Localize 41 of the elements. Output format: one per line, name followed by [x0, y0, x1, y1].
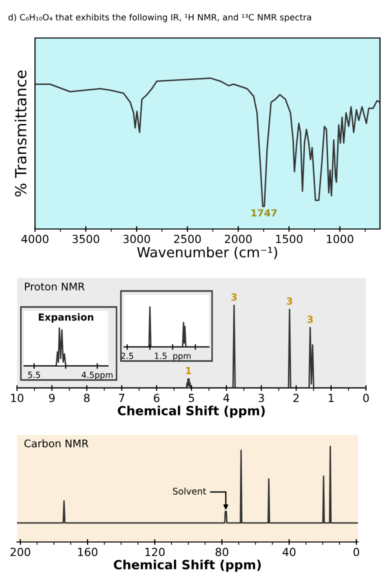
x-tick-label: 4: [223, 394, 230, 402]
x-axis-title: Chemical Shift (ppm): [118, 406, 265, 418]
x-tick-label: 200: [10, 548, 30, 556]
x-tick-label: 5.5: [28, 372, 40, 378]
x-tick-label: 0: [354, 548, 360, 556]
x-tick-label: 1500: [276, 234, 302, 244]
x-tick-label: 5: [188, 394, 194, 402]
x-tick-label: 8: [84, 394, 90, 402]
x-tick-label: 2500: [174, 234, 201, 244]
x-tick-label: 80: [216, 548, 228, 556]
annotation: 3: [231, 293, 237, 301]
y-axis-title: % Transmittance: [14, 70, 26, 196]
x-axis-title: Chemical Shift (ppm): [114, 560, 261, 572]
chart-title: Carbon NMR: [24, 439, 88, 448]
x-tick-label: 4.5ppm: [82, 372, 113, 380]
x-tick-label: 2: [293, 394, 299, 402]
x-tick-label: 2.5: [121, 352, 134, 360]
x-tick-label: 1: [328, 394, 334, 402]
x-tick-label: 3500: [72, 234, 100, 244]
annotation: 1747: [252, 209, 277, 216]
x-tick-label: 1000: [326, 234, 354, 244]
annotation: Solvent: [173, 488, 206, 495]
x-tick-label: 3000: [123, 234, 150, 244]
x-tick-label: 10: [11, 394, 24, 402]
x-tick-label: 4000: [21, 234, 48, 244]
x-tick-label: 6: [154, 394, 160, 402]
annotation: 3: [286, 297, 292, 305]
x-axis-title: Wavenumber (cm⁻¹): [137, 246, 278, 260]
annotation: 3: [307, 316, 313, 323]
x-tick-label: 120: [145, 548, 165, 556]
x-tick-label: 3: [258, 394, 264, 402]
x-tick-label: 1.5 ppm: [154, 352, 191, 361]
x-tick-label: 9: [49, 394, 55, 402]
x-tick-label: 40: [282, 548, 296, 556]
x-tick-label: 0: [363, 394, 369, 402]
chart-title: Expansion: [38, 313, 94, 323]
chart-title: Proton NMR: [25, 282, 85, 290]
chart-title: d) C₆H₁₀O₄ that exhibits the following IR, ¹H NMR, and ¹³C NMR spectra: [8, 14, 312, 22]
x-tick-label: 7: [119, 394, 124, 402]
x-tick-label: 2000: [224, 234, 252, 244]
x-tick-label: 160: [78, 548, 98, 556]
